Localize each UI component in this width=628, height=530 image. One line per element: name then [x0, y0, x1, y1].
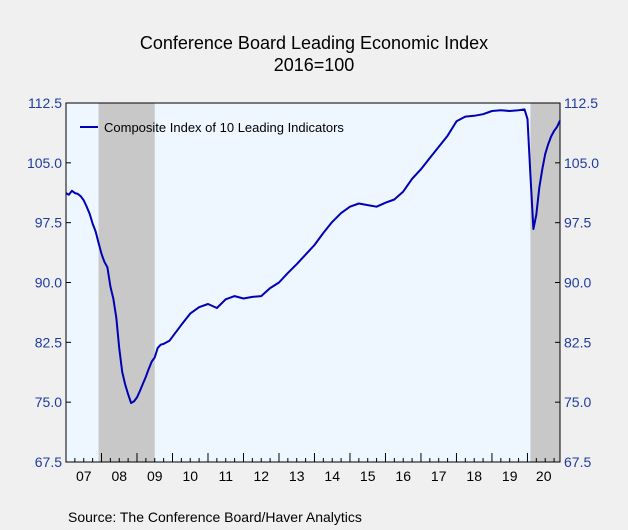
- source-note: Source: The Conference Board/Haver Analy…: [68, 509, 362, 525]
- y-tick-label-left: 112.5: [28, 95, 62, 111]
- x-tick-label: 16: [395, 468, 411, 484]
- recession-band: [98, 103, 155, 462]
- y-tick-label-left: 82.5: [35, 334, 62, 350]
- x-tick-label: 18: [466, 468, 482, 484]
- y-tick-label-right: 67.5: [564, 454, 591, 470]
- x-tick-label: 14: [324, 468, 340, 484]
- y-tick-label-left: 105.0: [27, 155, 62, 171]
- y-tick-label-right: 97.5: [564, 215, 591, 231]
- legend-label: Composite Index of 10 Leading Indicators: [104, 120, 344, 135]
- y-tick-label-right: 105.0: [564, 155, 599, 171]
- y-tick-label-left: 75.0: [35, 394, 62, 410]
- x-tick-label: 09: [147, 468, 163, 484]
- x-tick-label: 11: [218, 468, 233, 484]
- x-tick-label: 17: [431, 468, 447, 484]
- y-tick-label-right: 90.0: [564, 275, 591, 291]
- x-tick-label: 12: [253, 468, 269, 484]
- x-tick-label: 07: [76, 468, 92, 484]
- y-tick-label-right: 112.5: [564, 95, 598, 111]
- y-tick-label-left: 90.0: [35, 275, 62, 291]
- x-tick-label: 15: [360, 468, 376, 484]
- chart-subtitle: 2016=100: [273, 55, 355, 75]
- chart-title: Conference Board Leading Economic Index: [139, 33, 489, 53]
- y-tick-label-left: 97.5: [35, 215, 62, 231]
- y-tick-label-right: 82.5: [564, 334, 591, 350]
- series-line: [65, 108, 561, 404]
- y-tick-label-left: 67.5: [35, 454, 62, 470]
- y-tick-label-right: 75.0: [564, 394, 591, 410]
- x-tick-label: 10: [182, 468, 198, 484]
- x-tick-label: 19: [502, 468, 518, 484]
- x-tick-label: 08: [111, 468, 127, 484]
- x-tick-label: 20: [536, 468, 552, 484]
- x-tick-label: 13: [289, 468, 305, 484]
